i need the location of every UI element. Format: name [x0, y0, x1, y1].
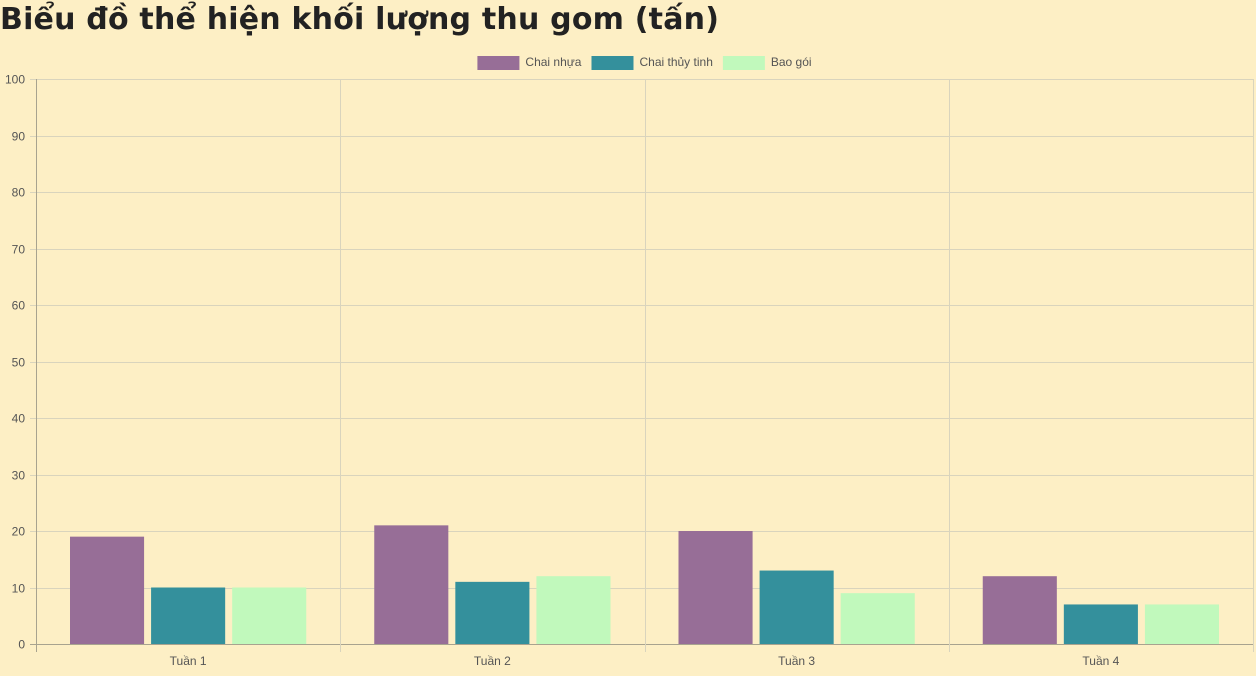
bar[interactable] [455, 581, 530, 644]
page-title: Biểu đồ thể hiện khối lượng thu gom (tấn… [0, 2, 720, 37]
legend: Chai nhựa Chai thủy tinh Bao gói [477, 55, 812, 70]
y-tick-label: 30 [12, 469, 26, 483]
legend-label[interactable]: Chai nhựa [525, 55, 581, 69]
bar[interactable] [840, 593, 915, 644]
y-tick-label: 0 [18, 638, 25, 652]
legend-swatch[interactable] [591, 56, 634, 70]
bar[interactable] [1063, 604, 1138, 644]
x-tick-label: Tuần 1 [170, 654, 207, 668]
bar[interactable] [982, 576, 1057, 644]
bar[interactable] [151, 587, 226, 645]
axes: 0 10 20 30 40 50 60 70 80 90 100 Tuần 1 Tuần 2 Tuần 3… [5, 73, 1120, 669]
y-tick-label: 80 [12, 186, 26, 200]
y-tick-label: 50 [12, 356, 26, 370]
y-tick-label: 20 [12, 525, 26, 539]
y-tick-label: 40 [12, 412, 26, 426]
y-tick-label: 90 [12, 130, 26, 144]
x-tick-label: Tuần 3 [778, 654, 815, 668]
legend-swatch[interactable] [722, 56, 765, 70]
bar[interactable] [536, 576, 611, 644]
x-tick-label: Tuần 2 [474, 654, 511, 668]
bar[interactable] [374, 525, 449, 644]
bar[interactable] [759, 570, 834, 644]
y-tick-label: 60 [12, 299, 26, 313]
legend-label[interactable]: Chai thủy tinh [639, 55, 712, 69]
bar[interactable] [232, 587, 307, 645]
bars [70, 525, 1219, 644]
legend-swatch[interactable] [477, 56, 520, 70]
bar[interactable] [678, 531, 753, 644]
grid-lines [30, 79, 1254, 652]
legend-label[interactable]: Bao gói [771, 55, 812, 69]
x-tick-label: Tuần 4 [1082, 654, 1119, 668]
y-tick-label: 70 [12, 243, 26, 257]
bar[interactable] [70, 536, 145, 644]
y-tick-label: 100 [5, 73, 25, 87]
y-tick-label: 10 [12, 582, 26, 596]
bar[interactable] [1144, 604, 1219, 644]
